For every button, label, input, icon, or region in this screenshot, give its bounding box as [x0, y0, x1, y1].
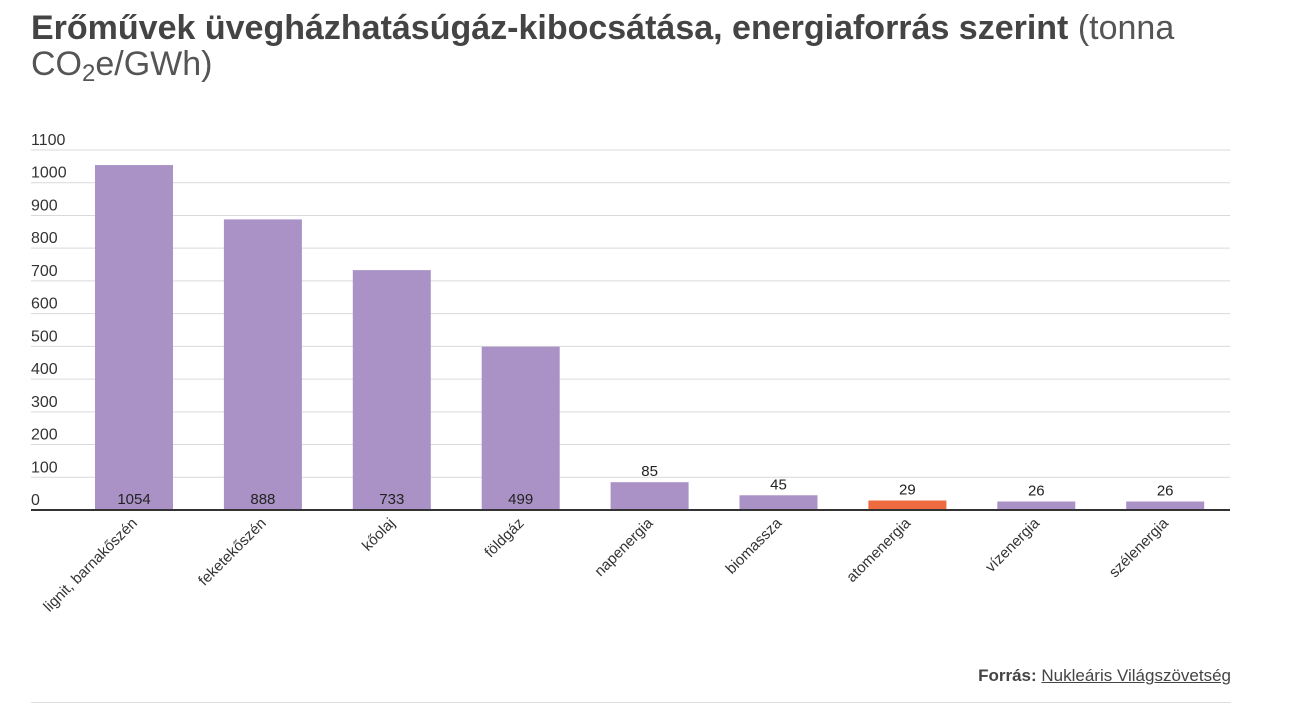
- source-note: Forrás: Nukleáris Világszövetség: [978, 666, 1231, 686]
- chart-title: Erőművek üvegházhatásúgáz-kibocsátása, e…: [31, 9, 1251, 86]
- x-tick-label-6: atomenergia: [843, 514, 914, 585]
- bar-8: [1126, 501, 1205, 510]
- y-tick-label: 1100: [31, 132, 66, 149]
- y-axis-tick-labels: 0 100 200 300 400 500 600 700 800 900 1000 1100: [31, 132, 67, 509]
- chart-title-unit-subscript: 2: [82, 60, 96, 87]
- x-tick-label-5: biomassza: [723, 514, 786, 577]
- data-label-6: 29: [899, 482, 916, 499]
- chart-title-unit: (tonna CO2e/GWh): [31, 9, 1175, 86]
- data-label-8: 26: [1157, 482, 1174, 499]
- data-label-3: 499: [508, 491, 533, 508]
- data-label-5: 45: [770, 476, 787, 493]
- source-label: Forrás:: [978, 666, 1037, 685]
- y-tick-label: 600: [31, 296, 58, 313]
- y-tick-label: 500: [31, 328, 58, 345]
- y-tick-label: 400: [31, 361, 58, 378]
- chart-title-unit-end: e/GWh): [95, 45, 213, 83]
- bar-1: [223, 219, 302, 510]
- chart-title-unit-start: (tonna CO: [31, 9, 1175, 83]
- y-tick-label: 700: [31, 263, 58, 280]
- bar-0: [95, 165, 173, 510]
- x-tick-label-2: kőolaj: [359, 515, 399, 555]
- x-tick-label-3: földgáz: [481, 515, 527, 561]
- y-tick-label: 100: [31, 459, 58, 476]
- bottom-divider: [31, 702, 1231, 703]
- data-label-4: 85: [641, 463, 658, 480]
- x-axis-tick-labels: lignit, barnakőszén feketekőszén kőolaj föl…: [40, 514, 1172, 615]
- bar-chart: 0 100 200 300 400 500 600 700 800 900 1000 1100 105…: [31, 132, 1230, 615]
- bar-2: [352, 270, 431, 510]
- x-tick-label-4: napenergia: [591, 514, 657, 580]
- data-labels: 1054 888 733 499 85 45 29 26 26: [117, 463, 1173, 508]
- bars: [95, 165, 1205, 510]
- y-tick-label: 200: [31, 427, 58, 444]
- x-tick-label-8: szélenergia: [1106, 514, 1173, 581]
- source-link[interactable]: Nukleáris Világszövetség: [1041, 666, 1231, 685]
- y-tick-label: 900: [31, 197, 58, 214]
- bar-7: [997, 501, 1076, 510]
- data-label-2: 733: [379, 491, 404, 508]
- gridlines: [31, 149, 1230, 478]
- x-tick-label-7: vízenergia: [982, 514, 1043, 575]
- bar-6: [868, 500, 947, 510]
- data-label-7: 26: [1028, 482, 1045, 499]
- y-tick-label: 0: [31, 492, 40, 509]
- data-label-1: 888: [250, 491, 275, 508]
- x-tick-label-1: feketekőszén: [195, 515, 270, 590]
- y-tick-label: 800: [31, 230, 58, 247]
- y-tick-label: 300: [31, 394, 58, 411]
- data-label-0: 1054: [117, 491, 150, 508]
- chart-title-main: Erőművek üvegházhatásúgáz-kibocsátása, e…: [31, 9, 1069, 47]
- bar-3: [481, 346, 560, 510]
- y-tick-label: 1000: [31, 165, 67, 182]
- bar-4: [610, 482, 689, 510]
- x-tick-label-0: lignit, barnakőszén: [40, 515, 140, 615]
- bar-5: [739, 495, 818, 510]
